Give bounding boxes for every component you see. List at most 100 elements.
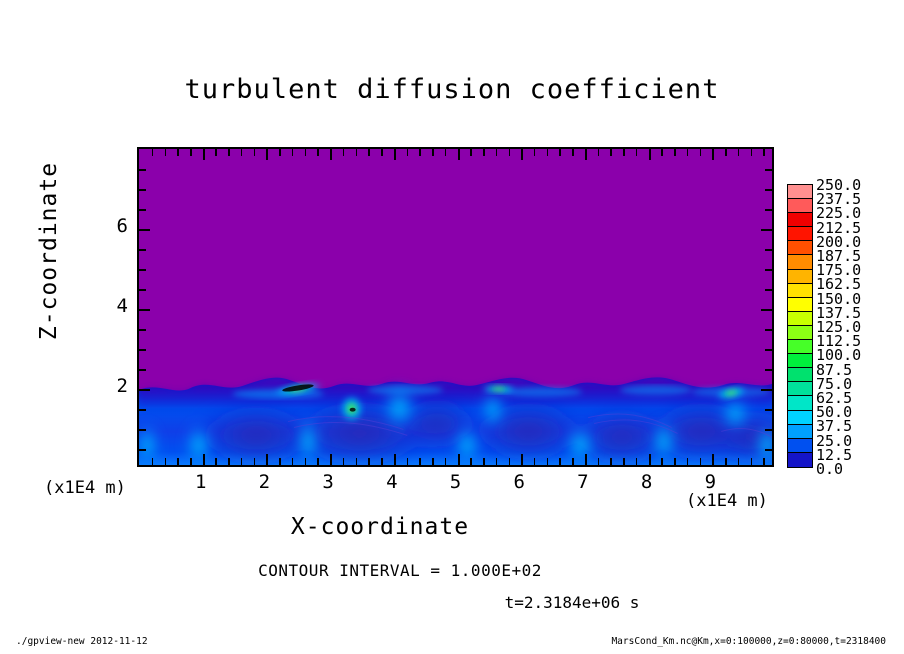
x-tick-minor <box>495 458 498 465</box>
x-tick-minor <box>240 458 243 465</box>
footer-command: ./gpview-new 2012-11-12 <box>16 636 148 647</box>
colorbar-segment <box>788 269 812 284</box>
x-tick-top-major <box>393 149 396 160</box>
x-tick-top-major <box>202 149 205 160</box>
x-tick-top-minor <box>597 149 600 156</box>
z-tick-right-minor <box>765 189 772 191</box>
x-tick-minor <box>725 458 727 465</box>
x-tick-minor <box>432 458 434 465</box>
z-axis-unit: (x1E4 m) <box>44 478 126 498</box>
x-tick-top-minor <box>470 149 472 156</box>
x-tick-major <box>584 454 587 465</box>
x-tick-minor <box>572 458 574 465</box>
colorbar-tick-label: 162.5 <box>816 275 862 294</box>
z-tick-minor <box>139 189 146 191</box>
x-tick-minor <box>559 458 561 465</box>
colorbar-tick-label: 100.0 <box>816 346 862 365</box>
x-tick-minor <box>699 458 702 465</box>
z-tick-minor <box>139 369 146 371</box>
x-tick-minor <box>661 458 663 465</box>
x-tick-minor <box>304 458 307 465</box>
colorbar-segment <box>788 255 812 270</box>
x-tick-top-minor <box>151 149 154 156</box>
colorbar-tick-label: 212.5 <box>816 218 862 237</box>
x-tick-top-minor <box>406 149 408 156</box>
x-tick-top-minor <box>215 149 217 156</box>
x-tick-top-minor <box>610 149 612 156</box>
diffusivity-maxima <box>272 381 747 423</box>
colorbar-segment <box>788 311 812 326</box>
colorbar-tick-label: 62.5 <box>816 389 853 407</box>
x-tick-minor <box>190 458 192 465</box>
z-tick-right-minor <box>765 269 772 271</box>
x-tick-top-minor <box>355 149 358 156</box>
x-tick-top-minor <box>495 149 498 156</box>
contour-interval-label: CONTOUR INTERVAL = 1.000E+02 <box>258 561 542 580</box>
y-axis-title: Z-coordinate <box>36 161 62 341</box>
x-tick-minor <box>228 458 230 465</box>
x-tick-label: 6 <box>513 471 525 493</box>
x-tick-top-minor <box>737 149 740 156</box>
z-tick-label: 6 <box>116 215 128 237</box>
x-tick-minor <box>164 458 166 465</box>
z-tick-major <box>139 229 150 231</box>
x-tick-top-minor <box>381 149 383 156</box>
x-tick-major <box>457 454 460 465</box>
x-tick-minor <box>470 458 472 465</box>
z-tick-right-minor <box>765 249 772 251</box>
x-tick-top-minor <box>686 149 689 156</box>
colorbar-tick-label: 112.5 <box>816 332 862 351</box>
colorbar-segment <box>788 297 812 312</box>
x-tick-top-minor <box>228 149 230 156</box>
x-tick-top-minor <box>699 149 702 156</box>
x-tick-top-major <box>648 149 651 160</box>
x-tick-top-minor <box>190 149 192 156</box>
x-tick-top-minor <box>533 149 536 156</box>
x-tick-top-minor <box>635 149 638 156</box>
x-tick-top-minor <box>291 149 294 156</box>
colorbar-tick-label: 50.0 <box>816 403 853 422</box>
colorbar-segment <box>788 368 812 383</box>
colorbar-segment <box>788 227 812 242</box>
updraft-plumes <box>139 382 772 465</box>
x-tick-minor <box>483 458 485 465</box>
colorbar-segment <box>788 354 812 369</box>
colorbar-tick-label: 137.5 <box>816 303 862 322</box>
z-tick-right-minor <box>765 209 772 211</box>
x-tick-top-minor <box>572 149 574 156</box>
colorbar-tick-label: 175.0 <box>816 261 862 280</box>
colorbar-tick-label: 12.5 <box>816 445 853 464</box>
x-tick-top-minor <box>508 149 510 156</box>
x-tick-top-major <box>457 149 460 160</box>
z-tick-minor <box>139 249 146 251</box>
x-tick-minor <box>737 458 740 465</box>
z-tick-right-major <box>761 389 772 391</box>
colorbar-tick-label: 187.5 <box>816 247 862 265</box>
x-tick-minor <box>674 458 676 465</box>
x-tick-major <box>202 454 205 465</box>
x-tick-major <box>648 454 651 465</box>
x-axis-unit: (x1E4 m) <box>686 491 768 511</box>
colorbar-segment <box>788 452 812 467</box>
z-tick-right-minor <box>765 349 772 351</box>
x-tick-minor <box>610 458 612 465</box>
x-tick-minor <box>546 458 549 465</box>
colorbar-tick-label: 75.0 <box>816 374 853 393</box>
z-tick-minor <box>139 429 146 431</box>
x-tick-top-minor <box>674 149 676 156</box>
z-tick-right-minor <box>765 289 772 291</box>
x-tick-minor <box>355 458 358 465</box>
x-tick-minor <box>151 458 154 465</box>
x-tick-top-minor <box>559 149 561 156</box>
x-tick-minor <box>177 458 179 465</box>
plot-area <box>137 147 774 467</box>
x-axis-title: X-coordinate <box>290 514 470 540</box>
x-tick-major <box>521 454 524 465</box>
x-tick-minor <box>444 458 447 465</box>
colorbar-tick-label: 237.5 <box>816 190 862 209</box>
z-tick-right-minor <box>765 329 772 331</box>
x-tick-top-major <box>330 149 333 160</box>
x-tick-major <box>712 454 715 465</box>
x-tick-label: 8 <box>640 471 653 493</box>
x-tick-label: 9 <box>704 471 717 493</box>
